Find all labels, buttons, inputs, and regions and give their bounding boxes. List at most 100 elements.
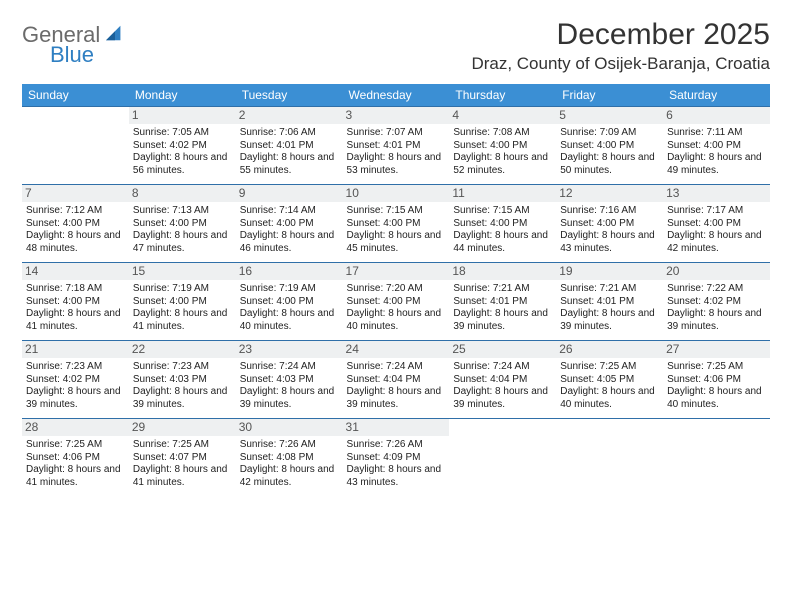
- day-number: 5: [556, 107, 663, 124]
- col-header: Friday: [556, 84, 663, 107]
- day-info: Sunrise: 7:25 AMSunset: 4:07 PMDaylight:…: [133, 439, 232, 489]
- day-info: Sunrise: 7:18 AMSunset: 4:00 PMDaylight:…: [26, 283, 125, 333]
- day-number: 19: [556, 263, 663, 280]
- day-number: 30: [236, 419, 343, 436]
- day-number: 1: [129, 107, 236, 124]
- day-number: 21: [22, 341, 129, 358]
- location-label: Draz, County of Osijek-Baranja, Croatia: [471, 54, 770, 74]
- day-cell: 3 Sunrise: 7:07 AMSunset: 4:01 PMDaylight…: [343, 107, 450, 185]
- table-row: 28 Sunrise: 7:25 AMSunset: 4:06 PMDayligh…: [22, 419, 770, 497]
- day-info: Sunrise: 7:11 AMSunset: 4:00 PMDaylight:…: [667, 127, 766, 177]
- day-info: Sunrise: 7:22 AMSunset: 4:02 PMDaylight:…: [667, 283, 766, 333]
- day-info: Sunrise: 7:16 AMSunset: 4:00 PMDaylight:…: [560, 205, 659, 255]
- day-number: 23: [236, 341, 343, 358]
- table-row: 14 Sunrise: 7:18 AMSunset: 4:00 PMDayligh…: [22, 263, 770, 341]
- day-info: Sunrise: 7:06 AMSunset: 4:01 PMDaylight:…: [240, 127, 339, 177]
- day-number: 2: [236, 107, 343, 124]
- day-number: 26: [556, 341, 663, 358]
- day-number: 27: [663, 341, 770, 358]
- day-info: Sunrise: 7:20 AMSunset: 4:00 PMDaylight:…: [347, 283, 446, 333]
- day-cell: 27 Sunrise: 7:25 AMSunset: 4:06 PMDayligh…: [663, 341, 770, 419]
- day-cell: 28 Sunrise: 7:25 AMSunset: 4:06 PMDayligh…: [22, 419, 129, 497]
- day-info: Sunrise: 7:24 AMSunset: 4:04 PMDaylight:…: [347, 361, 446, 411]
- day-cell: 10Sunrise: 7:15 AMSunset: 4:00 PMDayligh…: [343, 185, 450, 263]
- day-number: 22: [129, 341, 236, 358]
- day-number: 17: [343, 263, 450, 280]
- day-cell: 30 Sunrise: 7:26 AMSunset: 4:08 PMDayligh…: [236, 419, 343, 497]
- day-cell: 12Sunrise: 7:16 AMSunset: 4:00 PMDayligh…: [556, 185, 663, 263]
- day-number: 18: [449, 263, 556, 280]
- day-number: 8: [129, 185, 236, 202]
- day-info: Sunrise: 7:12 AMSunset: 4:00 PMDaylight:…: [26, 205, 125, 255]
- day-cell: 8Sunrise: 7:13 AMSunset: 4:00 PMDaylight…: [129, 185, 236, 263]
- col-header: Saturday: [663, 84, 770, 107]
- day-info: Sunrise: 7:25 AMSunset: 4:06 PMDaylight:…: [667, 361, 766, 411]
- day-info: Sunrise: 7:17 AMSunset: 4:00 PMDaylight:…: [667, 205, 766, 255]
- day-cell: 21 Sunrise: 7:23 AMSunset: 4:02 PMDayligh…: [22, 341, 129, 419]
- day-info: Sunrise: 7:25 AMSunset: 4:05 PMDaylight:…: [560, 361, 659, 411]
- day-number: 15: [129, 263, 236, 280]
- day-number: 29: [129, 419, 236, 436]
- day-cell: 1 Sunrise: 7:05 AMSunset: 4:02 PMDaylight…: [129, 107, 236, 185]
- day-info: Sunrise: 7:26 AMSunset: 4:09 PMDaylight:…: [347, 439, 446, 489]
- sail-icon: [106, 24, 124, 42]
- day-cell: [449, 419, 556, 497]
- day-number: 25: [449, 341, 556, 358]
- day-cell: 6 Sunrise: 7:11 AMSunset: 4:00 PMDaylight…: [663, 107, 770, 185]
- day-cell: 25Sunrise: 7:24 AMSunset: 4:04 PMDayligh…: [449, 341, 556, 419]
- day-number: 13: [663, 185, 770, 202]
- title-block: December 2025 Draz, County of Osijek-Bar…: [471, 18, 770, 74]
- day-info: Sunrise: 7:19 AMSunset: 4:00 PMDaylight:…: [240, 283, 339, 333]
- day-info: Sunrise: 7:23 AMSunset: 4:02 PMDaylight:…: [26, 361, 125, 411]
- day-cell: 13 Sunrise: 7:17 AMSunset: 4:00 PMDayligh…: [663, 185, 770, 263]
- day-info: Sunrise: 7:15 AMSunset: 4:00 PMDaylight:…: [347, 205, 446, 255]
- day-cell: [22, 107, 129, 185]
- day-cell: 4Sunrise: 7:08 AMSunset: 4:00 PMDaylight…: [449, 107, 556, 185]
- table-row: 7 Sunrise: 7:12 AMSunset: 4:00 PMDaylight…: [22, 185, 770, 263]
- header-row: General Blue December 2025 Draz, County …: [22, 18, 770, 74]
- day-number: 9: [236, 185, 343, 202]
- day-number: 14: [22, 263, 129, 280]
- day-number: 20: [663, 263, 770, 280]
- day-cell: [556, 419, 663, 497]
- day-info: Sunrise: 7:19 AMSunset: 4:00 PMDaylight:…: [133, 283, 232, 333]
- day-number: 28: [22, 419, 129, 436]
- calendar-head: SundayMondayTuesdayWednesdayThursdayFrid…: [22, 84, 770, 107]
- day-info: Sunrise: 7:07 AMSunset: 4:01 PMDaylight:…: [347, 127, 446, 177]
- day-cell: 22 Sunrise: 7:23 AMSunset: 4:03 PMDayligh…: [129, 341, 236, 419]
- day-cell: 26 Sunrise: 7:25 AMSunset: 4:05 PMDayligh…: [556, 341, 663, 419]
- col-header: Sunday: [22, 84, 129, 107]
- day-cell: 9 Sunrise: 7:14 AMSunset: 4:00 PMDaylight…: [236, 185, 343, 263]
- day-cell: 15 Sunrise: 7:19 AMSunset: 4:00 PMDayligh…: [129, 263, 236, 341]
- table-row: 1 Sunrise: 7:05 AMSunset: 4:02 PMDaylight…: [22, 107, 770, 185]
- day-number: 6: [663, 107, 770, 124]
- day-cell: 16Sunrise: 7:19 AMSunset: 4:00 PMDayligh…: [236, 263, 343, 341]
- day-cell: 24Sunrise: 7:24 AMSunset: 4:04 PMDayligh…: [343, 341, 450, 419]
- day-info: Sunrise: 7:26 AMSunset: 4:08 PMDaylight:…: [240, 439, 339, 489]
- day-number: 11: [449, 185, 556, 202]
- day-info: Sunrise: 7:05 AMSunset: 4:02 PMDaylight:…: [133, 127, 232, 177]
- day-cell: 18 Sunrise: 7:21 AMSunset: 4:01 PMDayligh…: [449, 263, 556, 341]
- day-cell: 17 Sunrise: 7:20 AMSunset: 4:00 PMDayligh…: [343, 263, 450, 341]
- day-info: Sunrise: 7:24 AMSunset: 4:03 PMDaylight:…: [240, 361, 339, 411]
- day-info: Sunrise: 7:21 AMSunset: 4:01 PMDaylight:…: [453, 283, 552, 333]
- day-cell: 5 Sunrise: 7:09 AMSunset: 4:00 PMDaylight…: [556, 107, 663, 185]
- day-info: Sunrise: 7:23 AMSunset: 4:03 PMDaylight:…: [133, 361, 232, 411]
- brand-text: General Blue: [22, 24, 124, 65]
- day-cell: 23 Sunrise: 7:24 AMSunset: 4:03 PMDayligh…: [236, 341, 343, 419]
- day-info: Sunrise: 7:25 AMSunset: 4:06 PMDaylight:…: [26, 439, 125, 489]
- col-header: Tuesday: [236, 84, 343, 107]
- day-info: Sunrise: 7:14 AMSunset: 4:00 PMDaylight:…: [240, 205, 339, 255]
- table-row: 21 Sunrise: 7:23 AMSunset: 4:02 PMDayligh…: [22, 341, 770, 419]
- brand-line2: Blue: [50, 45, 124, 65]
- day-info: Sunrise: 7:21 AMSunset: 4:01 PMDaylight:…: [560, 283, 659, 333]
- day-number: 3: [343, 107, 450, 124]
- day-number: 7: [22, 185, 129, 202]
- day-info: Sunrise: 7:09 AMSunset: 4:00 PMDaylight:…: [560, 127, 659, 177]
- col-header: Monday: [129, 84, 236, 107]
- day-cell: 29 Sunrise: 7:25 AMSunset: 4:07 PMDayligh…: [129, 419, 236, 497]
- day-cell: 2 Sunrise: 7:06 AMSunset: 4:01 PMDaylight…: [236, 107, 343, 185]
- day-cell: 11Sunrise: 7:15 AMSunset: 4:00 PMDayligh…: [449, 185, 556, 263]
- day-info: Sunrise: 7:08 AMSunset: 4:00 PMDaylight:…: [453, 127, 552, 177]
- day-number: 31: [343, 419, 450, 436]
